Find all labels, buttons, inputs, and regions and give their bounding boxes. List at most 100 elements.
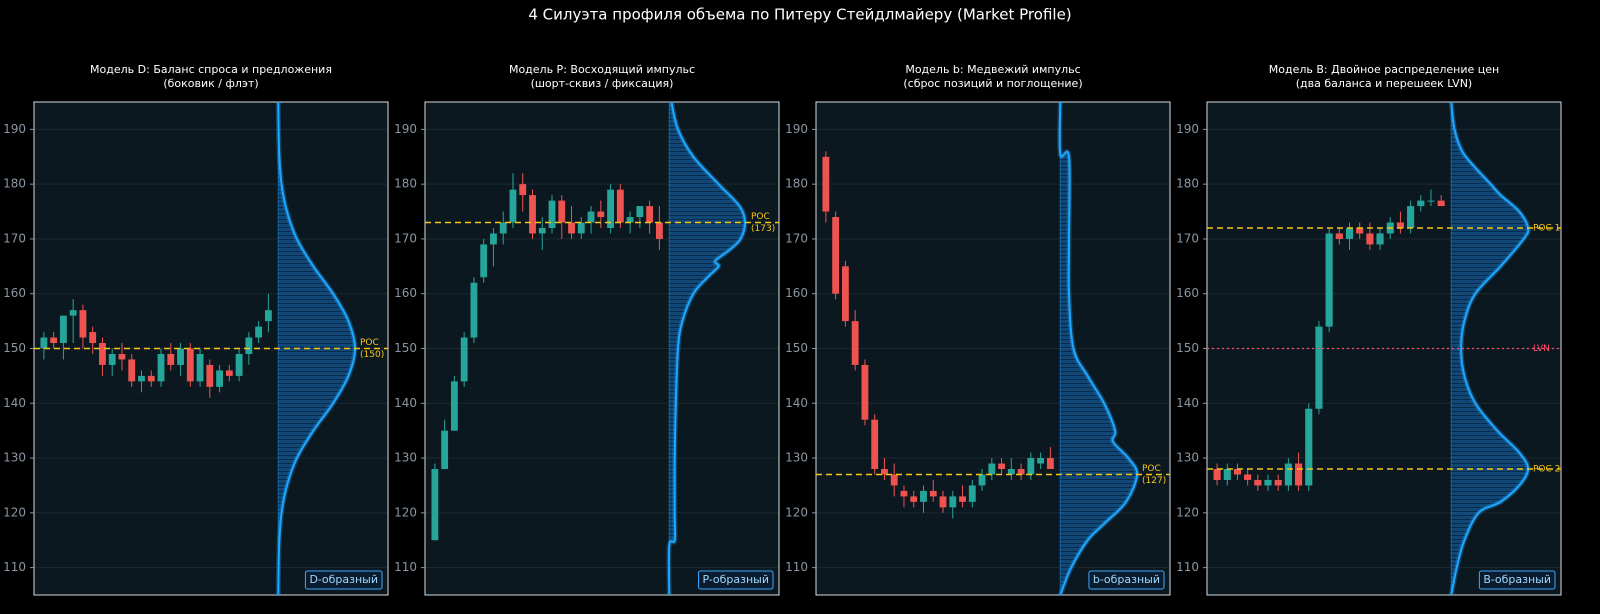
candle-body <box>255 326 263 338</box>
candle-body <box>167 353 175 365</box>
profile-area <box>1059 102 1138 595</box>
y-tick-label: 140 <box>394 396 417 410</box>
y-tick-label: 150 <box>394 341 417 355</box>
candle-body <box>597 211 605 218</box>
candle-body <box>79 310 87 338</box>
level-label: POC 2 <box>1533 465 1560 475</box>
candle-body <box>40 337 48 349</box>
candle-body <box>871 419 879 470</box>
candle-body <box>949 496 957 508</box>
candle-body <box>1213 469 1221 480</box>
y-tick-label: 140 <box>3 396 26 410</box>
y-tick-label: 120 <box>3 505 26 519</box>
candle-body <box>147 375 155 382</box>
badge-label: b-образный <box>1093 573 1160 586</box>
candle-body <box>910 496 918 502</box>
candle-body <box>225 370 233 376</box>
panel-title: Модель D: Баланс спроса и предложения <box>90 63 332 76</box>
candle-body <box>206 364 214 387</box>
level-label: POC <box>1142 464 1161 474</box>
candle-body <box>1427 200 1435 202</box>
candle-body <box>1356 227 1364 234</box>
panel-subtitle: (шорт-сквиз / фиксация) <box>531 77 674 90</box>
y-tick-label: 130 <box>3 451 26 465</box>
candle-body <box>1254 479 1262 486</box>
y-tick-label: 110 <box>1176 560 1199 574</box>
candle-body <box>59 315 67 344</box>
candle-body <box>529 195 536 234</box>
badge-label: D-образный <box>309 573 378 586</box>
candle-body <box>577 222 585 234</box>
candle-body <box>890 474 898 486</box>
candle-body <box>822 156 830 212</box>
candle-body <box>50 337 58 344</box>
candle-body <box>626 217 634 223</box>
y-tick-label: 180 <box>3 177 26 191</box>
candle-body <box>929 490 937 497</box>
candle-body <box>1223 469 1231 480</box>
y-tick-label: 110 <box>3 560 26 574</box>
candle-body <box>1376 233 1384 245</box>
y-tick-label: 160 <box>1176 286 1199 300</box>
candle-body <box>1437 200 1445 207</box>
candle-body <box>1305 408 1313 486</box>
candle-body <box>655 222 663 239</box>
candle-body <box>245 337 253 354</box>
candle-body <box>1037 458 1045 464</box>
candle-body <box>118 353 126 360</box>
badge-label: B-образный <box>1483 573 1551 586</box>
candle-body <box>920 490 927 502</box>
candle-body <box>1295 463 1303 486</box>
candle-body <box>646 206 654 223</box>
candle-body <box>1417 200 1425 207</box>
candle-body <box>607 189 614 228</box>
level-label: LVN <box>1533 344 1550 354</box>
candle-body <box>1027 458 1035 475</box>
profile-area <box>1451 102 1529 595</box>
candle-body <box>470 282 478 338</box>
candle-body <box>861 364 869 420</box>
y-tick-label: 180 <box>1176 177 1199 191</box>
candle-body <box>128 359 136 382</box>
candle-body <box>1017 469 1025 475</box>
level-value-label: (127) <box>1142 476 1166 486</box>
candle-body <box>490 233 497 245</box>
y-tick-label: 140 <box>785 396 808 410</box>
candle-body <box>99 343 106 365</box>
y-tick-label: 130 <box>1176 451 1199 465</box>
profile-line <box>667 101 746 596</box>
panel-title: Модель B: Двойное распределение цен <box>1269 63 1499 76</box>
y-tick-label: 180 <box>785 177 808 191</box>
candle-body <box>235 353 243 376</box>
level-label: POC <box>751 212 770 222</box>
y-tick-label: 190 <box>394 122 417 136</box>
level-label: POC 1 <box>1533 223 1560 233</box>
y-tick-label: 170 <box>785 231 808 245</box>
y-tick-label: 190 <box>785 122 808 136</box>
candle-body <box>959 496 966 502</box>
candle-body <box>1284 463 1292 486</box>
level-label: POC <box>360 338 379 348</box>
candle-body <box>988 463 996 475</box>
candle-body <box>636 206 644 218</box>
candle-body <box>1335 233 1343 239</box>
candle-body <box>900 490 908 497</box>
candle-body <box>968 485 976 502</box>
y-tick-label: 170 <box>3 231 26 245</box>
candle-body <box>499 222 507 234</box>
y-tick-label: 170 <box>394 231 417 245</box>
y-tick-label: 160 <box>785 286 808 300</box>
candle-body <box>450 381 458 431</box>
candle-body <box>548 200 556 228</box>
candle-body <box>480 244 488 278</box>
y-tick-label: 120 <box>1176 505 1199 519</box>
level-value-label: (173) <box>751 224 775 234</box>
y-tick-label: 150 <box>3 341 26 355</box>
candle-body <box>998 463 1005 470</box>
y-tick-label: 180 <box>394 177 417 191</box>
y-tick-label: 170 <box>1176 231 1199 245</box>
candle-body <box>138 375 145 382</box>
panel-subtitle: (боковик / флэт) <box>163 77 258 90</box>
profile-area <box>668 102 745 595</box>
